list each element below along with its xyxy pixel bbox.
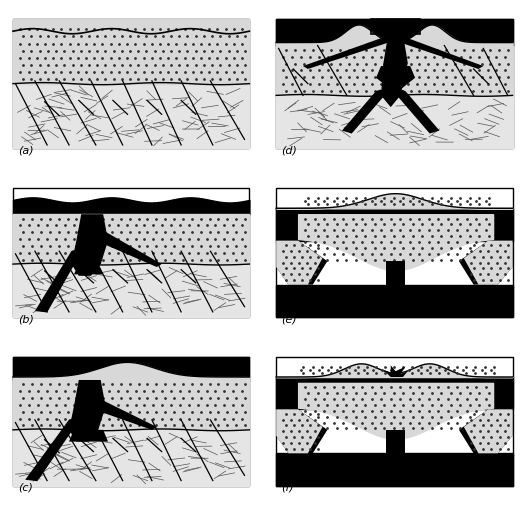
Polygon shape (459, 209, 513, 285)
Polygon shape (276, 377, 327, 453)
Text: (e): (e) (281, 314, 297, 324)
Polygon shape (342, 90, 386, 133)
Text: (f): (f) (281, 483, 294, 493)
Polygon shape (381, 34, 408, 107)
Text: (d): (d) (281, 146, 297, 156)
Polygon shape (276, 209, 327, 285)
Polygon shape (69, 430, 108, 441)
Polygon shape (69, 380, 106, 441)
Polygon shape (464, 241, 513, 285)
Polygon shape (386, 430, 406, 453)
Polygon shape (376, 66, 415, 90)
Polygon shape (93, 399, 157, 430)
Polygon shape (74, 264, 103, 274)
Bar (13, 188, 249, 317)
Polygon shape (383, 365, 408, 377)
Bar (276, 19, 513, 148)
Polygon shape (400, 37, 483, 69)
Bar (276, 188, 513, 317)
Polygon shape (35, 249, 81, 313)
Polygon shape (276, 241, 323, 285)
Text: (c): (c) (18, 483, 33, 493)
Polygon shape (386, 261, 406, 285)
Polygon shape (25, 418, 79, 481)
Bar (13, 356, 249, 486)
Bar (371, 19, 420, 34)
Polygon shape (71, 214, 108, 276)
Polygon shape (464, 409, 513, 453)
Polygon shape (459, 377, 513, 453)
Polygon shape (96, 230, 162, 267)
Polygon shape (276, 409, 323, 453)
Text: (b): (b) (18, 314, 34, 324)
Bar (13, 19, 249, 148)
Polygon shape (395, 90, 439, 133)
Bar (276, 356, 513, 486)
Text: (a): (a) (18, 146, 33, 156)
Polygon shape (303, 37, 388, 69)
